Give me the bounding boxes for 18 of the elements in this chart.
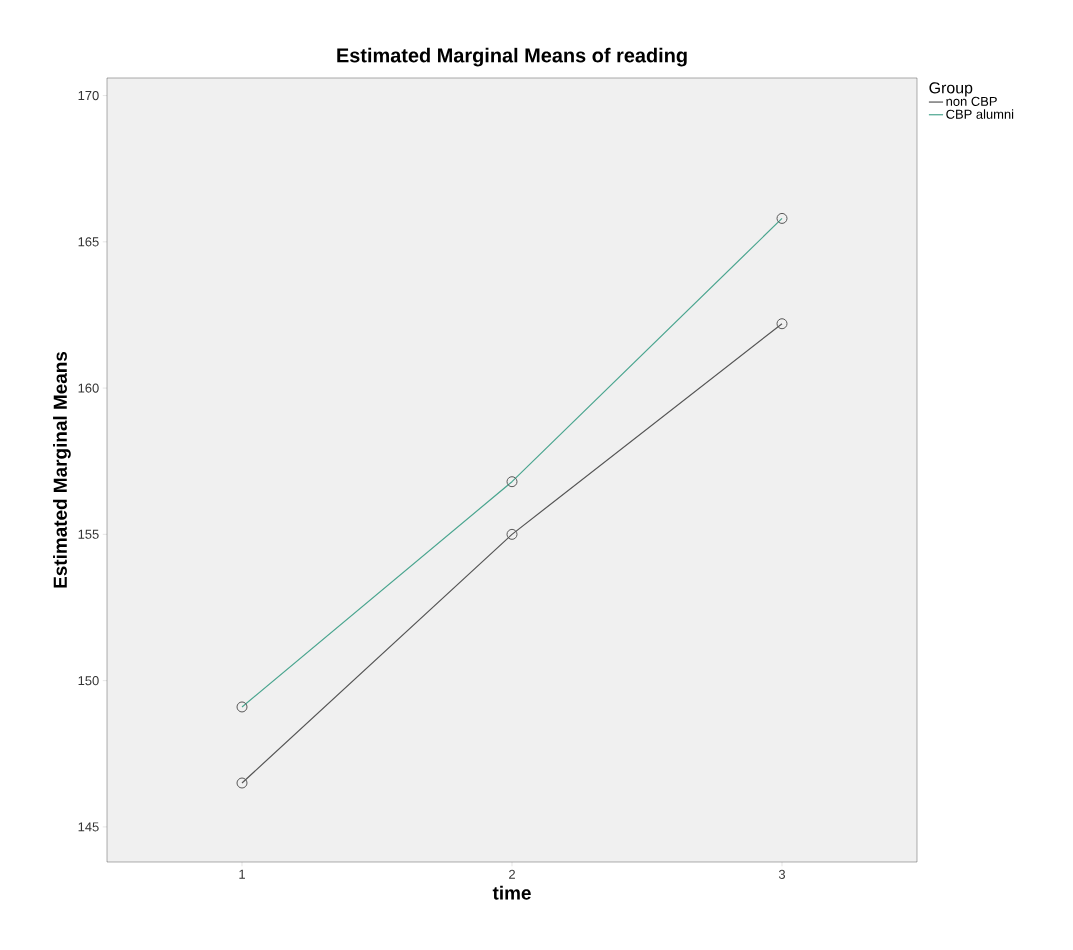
point <box>236 777 248 789</box>
x-tick-label: 3 <box>778 869 786 879</box>
legend-label: CBP alumni <box>946 109 1014 119</box>
y-axis-title: Estimated Marginal Means <box>53 351 71 588</box>
point <box>776 318 788 330</box>
y-tick-label: 155 <box>78 529 99 539</box>
y-tick-label: 160 <box>78 383 99 393</box>
y-tick-label: 150 <box>78 676 99 686</box>
x-axis-title: time <box>492 885 531 900</box>
x-tick-label: 1 <box>239 869 245 879</box>
point <box>506 528 518 540</box>
y-tick-label: 145 <box>78 822 99 832</box>
legend-label: non CBP <box>946 96 997 106</box>
y-tick-label: 165 <box>78 237 99 247</box>
chart-title: Estimated Marginal Means of reading <box>337 47 687 67</box>
y-tick-label: 170 <box>78 90 99 101</box>
legend-title: Group <box>929 82 973 97</box>
x-tick-label: 2 <box>509 869 515 879</box>
